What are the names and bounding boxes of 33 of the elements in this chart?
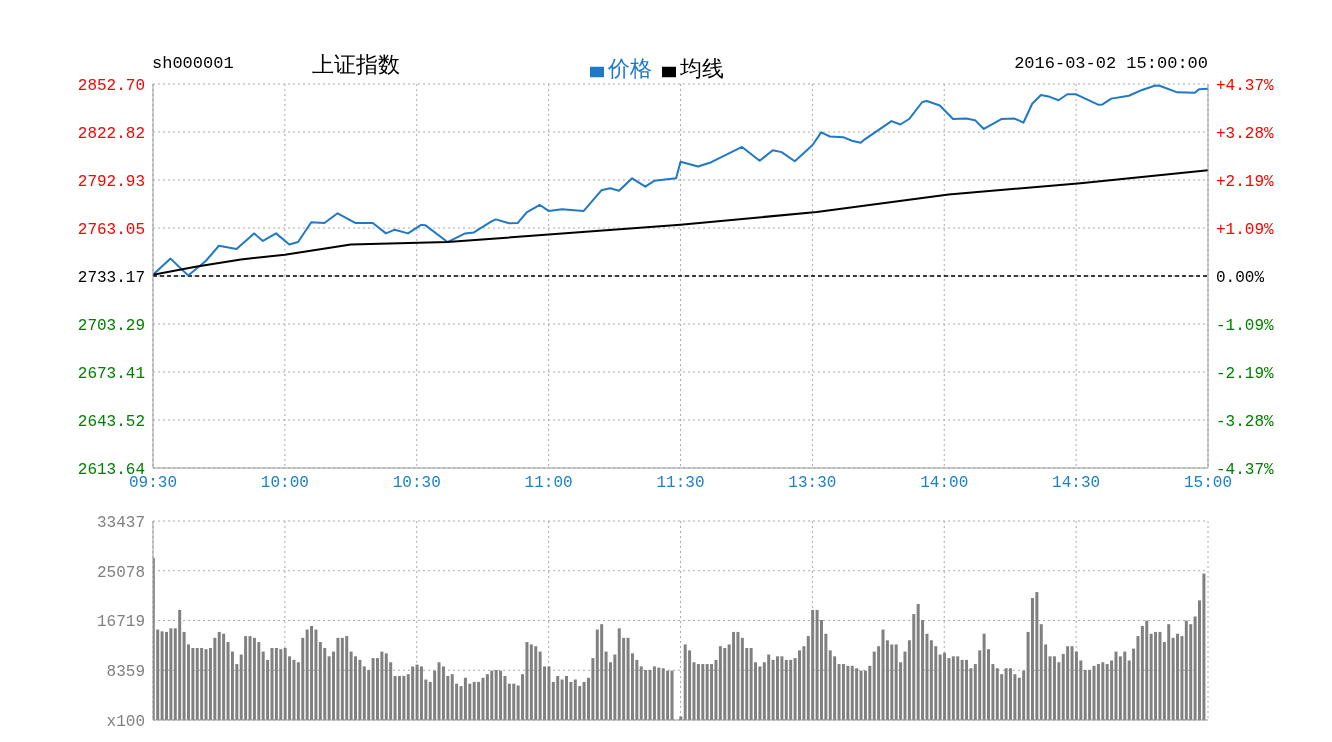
y-tick-label: x100 bbox=[106, 713, 145, 731]
chart-subtitle: sh000001 bbox=[152, 54, 234, 73]
legend-label: 均线 bbox=[680, 56, 724, 81]
x-tick-label: 11:00 bbox=[524, 474, 573, 493]
y-tick-label: 2763.05 bbox=[77, 221, 145, 239]
y-tick-label: 2852.70 bbox=[77, 77, 145, 95]
x-tick-label: 14:30 bbox=[1052, 474, 1101, 493]
y2-tick-label: +4.37% bbox=[1216, 77, 1275, 95]
y-tick-label: 25078 bbox=[96, 563, 145, 582]
text: 2016-03-02 15:00:00 bbox=[1014, 54, 1208, 73]
x-tick-label: 13:30 bbox=[788, 474, 837, 493]
y-tick-label: 8359 bbox=[106, 663, 145, 682]
x-tick-label: 10:30 bbox=[392, 474, 441, 493]
y-tick-label: 33437 bbox=[96, 514, 145, 532]
y2-tick-label: -3.28% bbox=[1216, 413, 1275, 432]
x-tick-label: 10:00 bbox=[260, 474, 309, 493]
y2-tick-label: -2.19% bbox=[1216, 365, 1275, 384]
y-tick-label: 2822.82 bbox=[77, 125, 145, 143]
chart-title: 上证指数 bbox=[312, 51, 400, 79]
legend-label: 价格 bbox=[608, 56, 652, 81]
y2-tick-label: -1.09% bbox=[1216, 316, 1275, 335]
y-tick-label: 16719 bbox=[96, 613, 145, 632]
y2-tick-label: +1.09% bbox=[1216, 221, 1275, 240]
y-tick-label: 2643.52 bbox=[77, 413, 145, 431]
y2-tick-label: +3.28% bbox=[1216, 124, 1275, 143]
y-tick-label: 2703.29 bbox=[77, 317, 145, 335]
y2-tick-label: +2.19% bbox=[1216, 172, 1275, 191]
y-tick-label: 2792.93 bbox=[77, 173, 145, 192]
y-tick-label: 2673.41 bbox=[77, 364, 145, 383]
y2-tick-label: 0.00% bbox=[1216, 269, 1265, 287]
x-tick-label: 11:30 bbox=[656, 474, 705, 493]
y-tick-label: 2733.17 bbox=[77, 269, 145, 287]
x-tick-label: 14:00 bbox=[920, 474, 969, 493]
